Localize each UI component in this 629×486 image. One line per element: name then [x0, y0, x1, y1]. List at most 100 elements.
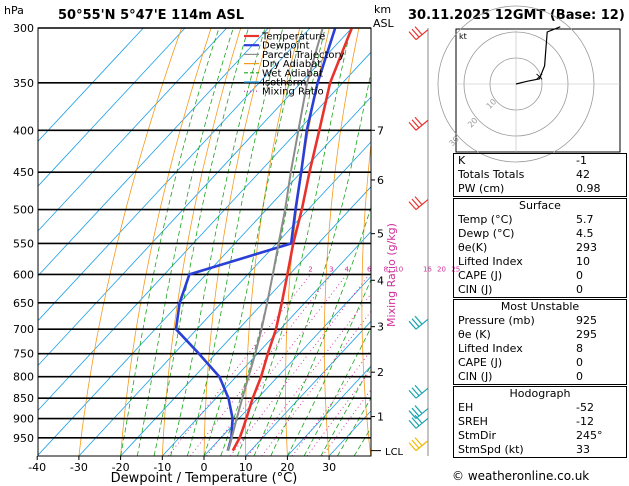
wind-barb-feather: [411, 318, 420, 328]
mixing-ratio-label: 20: [437, 265, 446, 273]
copyright: © weatheronline.co.uk: [452, 469, 589, 483]
index-value: 0: [576, 356, 583, 369]
wind-barb-feather: [411, 439, 420, 449]
index-value: 0.98: [576, 182, 601, 195]
indices-basic: K -1 Totals Totals 42 PW (cm) 0.98: [453, 153, 627, 197]
station-location: 50°55'N 5°47'E 114m ASL: [58, 8, 244, 23]
index-label: CIN (J): [458, 370, 493, 383]
surface-row: θe(K) 293: [454, 241, 626, 255]
index-value: 8: [576, 342, 583, 355]
hodo-row: SREH -12: [454, 415, 626, 429]
pressure-tick-label: 900: [13, 413, 34, 426]
index-label: CIN (J): [458, 283, 493, 296]
index-label: CAPE (J): [458, 356, 503, 369]
wind-barb: [408, 384, 429, 399]
isotherm-line: [245, 320, 371, 456]
pressure-tick-label: 450: [13, 166, 34, 179]
most-unstable-title: Most Unstable: [500, 300, 580, 313]
index-value: 33: [576, 443, 590, 456]
index-label: StmDir: [458, 429, 497, 442]
legend-label: Temperature: [261, 32, 325, 43]
mixing-ratio-label: 25: [451, 265, 460, 273]
series-dewpoint: [174, 28, 337, 451]
isotherm-line: [38, 28, 311, 322]
surface-row: CIN (J) 0: [454, 283, 626, 297]
surface-row: Lifted Index 10: [454, 255, 626, 269]
index-label: Pressure (mb): [458, 314, 535, 327]
temp-tick-label: -20: [112, 461, 130, 474]
index-label: StmSpd (kt): [458, 443, 524, 456]
mu-row: Pressure (mb) 925: [454, 314, 626, 328]
sounding-lines: [174, 28, 354, 452]
hodograph-stats-title: Hodograph: [509, 387, 571, 400]
temp-tick-label: 0: [201, 461, 208, 474]
wind-barbs: [408, 26, 429, 456]
wind-barb-feather: [411, 198, 420, 208]
wet-adiabat-line: [220, 28, 326, 456]
isotherm-line: [38, 96, 371, 456]
dry-adiabat-line: [78, 28, 182, 456]
storm-motion-marker: ×: [535, 70, 544, 83]
mu-row: θe (K) 295: [454, 328, 626, 342]
index-value: 0: [576, 269, 583, 282]
wind-barb: [408, 437, 429, 452]
mu-row: Lifted Index 8: [454, 342, 626, 356]
mixing-ratio-line: [189, 274, 332, 456]
legend-label: Mixing Ratio: [262, 87, 324, 98]
hodo-row: StmSpd (kt) 33: [454, 443, 626, 457]
dry-adiabat-line: [323, 28, 360, 456]
mixing-ratio-label: 2: [308, 265, 312, 273]
index-label: Dewp (°C): [458, 227, 515, 240]
temp-tick-label: -40: [28, 461, 46, 474]
height-tick-label: 4: [377, 274, 384, 287]
index-value: 295: [576, 328, 597, 341]
wind-barb-feather: [414, 384, 423, 394]
legend-label: Wet Adiabat: [262, 68, 323, 79]
isotherm-line: [287, 365, 371, 456]
index-label: Lifted Index: [458, 255, 523, 268]
pressure-tick-label: 550: [13, 237, 34, 250]
lcl-label: LCL: [385, 447, 404, 458]
index-label: EH: [458, 401, 474, 414]
index-label: CAPE (J): [458, 269, 503, 282]
mixing-ratio-label: 3: [329, 265, 333, 273]
surface-row: Dewp (°C) 4.5: [454, 227, 626, 241]
hodo-row: StmDir 245°: [454, 429, 626, 443]
isotherm-line: [203, 275, 371, 456]
index-value: -1: [576, 154, 587, 167]
km-label: km: [374, 3, 391, 16]
legend-label: Dewpoint: [262, 41, 310, 52]
temp-tick-label: -10: [153, 461, 171, 474]
pressure-tick-label: 600: [13, 268, 34, 281]
wet-adiabat-line: [337, 397, 371, 456]
index-value: -52: [576, 401, 594, 414]
pressure-tick-label: 950: [13, 432, 34, 445]
index-label: θe(K): [458, 241, 488, 254]
mixing-ratio-line: [206, 274, 348, 456]
height-tick-label: 2: [377, 366, 384, 379]
wind-barb: [408, 26, 429, 41]
temp-tick-label: 30: [322, 461, 336, 474]
indices-panel: K -1 Totals Totals 42 PW (cm) 0.98 Surface …: [453, 153, 627, 458]
wind-barb-feather: [408, 419, 417, 429]
mixing-ratio-line: [247, 293, 371, 456]
height-axis: 7 6 5 4 3 2 1: [371, 124, 384, 452]
asl-label: ASL: [373, 17, 395, 30]
dry-adiabat-line: [433, 28, 454, 456]
wind-barb: [408, 414, 429, 429]
pressure-tick-label: 500: [13, 204, 34, 217]
pressure-tick-label: 350: [13, 77, 34, 90]
temp-tick-label: 10: [239, 461, 253, 474]
wind-barb-feather: [411, 119, 420, 129]
hodograph-stats-box: Hodograph EH -52 SREH -12 StmDir 245° StmSp…: [453, 386, 627, 458]
dry-adiabat-line: [120, 28, 212, 456]
wet-adiabat-line: [270, 205, 371, 456]
wind-barb-feather: [414, 315, 423, 325]
mixing-ratio-axis-title: Mixing Ratio (g/kg): [385, 223, 398, 327]
mixing-ratio-label: 4: [345, 265, 350, 273]
wind-barb-feather: [408, 389, 417, 399]
surface-box: Surface Temp (°C) 5.7 Dewp (°C) 4.5 θe(K) 2…: [453, 198, 627, 298]
height-tick-label: 3: [377, 321, 384, 334]
